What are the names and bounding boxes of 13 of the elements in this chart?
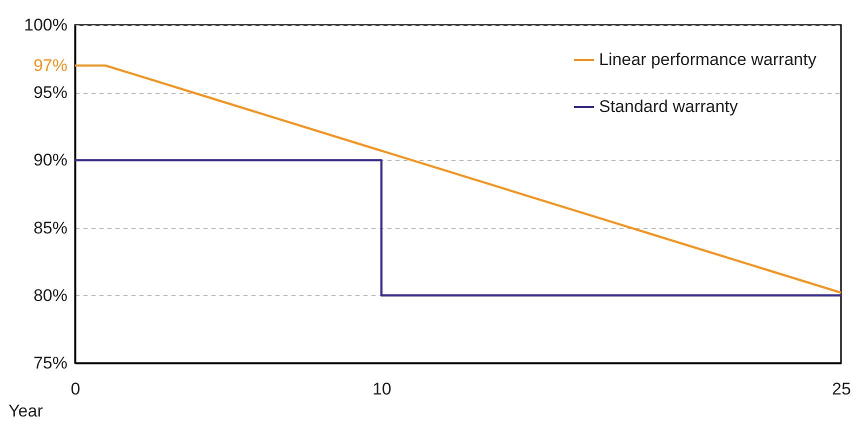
x-axis-title: Year	[8, 402, 44, 420]
y-tick-label: 97%	[33, 56, 68, 76]
y-tick-label: 75%	[33, 354, 68, 372]
x-tick-label: 25	[832, 380, 851, 398]
y-tick-label: 100%	[24, 16, 68, 34]
legend-label: Linear performance warranty	[599, 50, 817, 69]
legend-label: Standard warranty	[599, 97, 738, 116]
y-tick-label: 90%	[33, 150, 68, 170]
y-tick-label: 80%	[33, 286, 68, 305]
x-tick-label: 0	[70, 380, 80, 398]
y-tick-label: 95%	[33, 83, 68, 102]
y-tick-label: 85%	[33, 218, 68, 238]
x-tick-label: 10	[372, 380, 392, 398]
